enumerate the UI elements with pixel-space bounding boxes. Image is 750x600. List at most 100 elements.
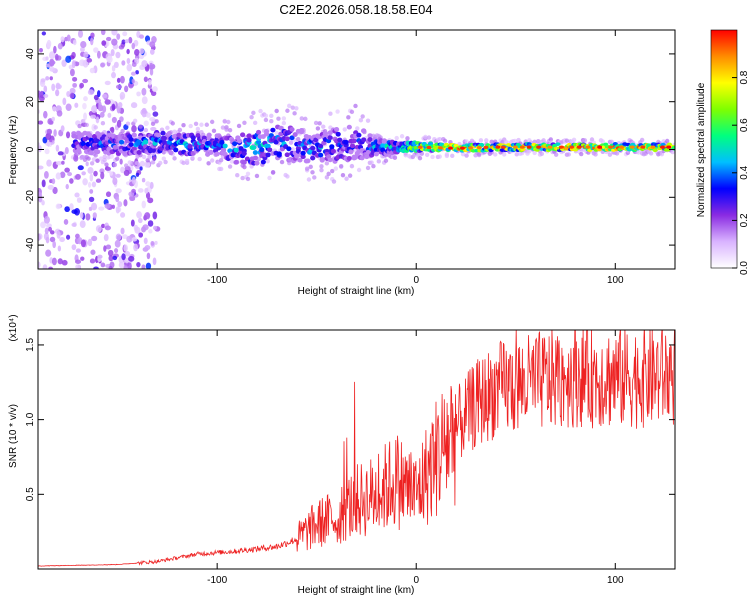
spectrogram-speck [144,187,149,194]
spectrogram-cell [260,159,266,165]
spectrogram-speck [145,262,152,269]
spectrogram-halo [209,158,215,163]
spectrogram-halo [294,106,299,111]
spectrogram-speck [131,125,137,133]
spectrogram-halo [84,122,89,128]
spectrogram-peak [569,145,575,149]
spectrogram-speck [137,188,144,193]
spectrogram-speck [38,233,41,242]
spectrogram-speck [85,213,91,221]
spectrogram-halo [226,119,231,125]
spectrogram-halo [430,154,435,160]
spectrogram-halo [235,173,240,178]
spectrogram-cell [335,131,341,137]
spectrogram-halo [417,155,423,161]
spectrogram-speck [122,31,128,37]
spectrogram-speck [45,249,52,257]
spectrogram-halo [209,119,215,125]
spectrogram-cell [95,149,101,155]
spectrogram-halo [195,126,201,132]
spectrogram-cell [270,127,276,133]
spectrogram-halo [464,153,469,158]
spectrogram-speck [55,161,63,166]
spectrogram-halo [324,161,330,166]
spectrogram-speck [130,71,137,76]
spectrogram-speck [89,189,94,194]
spectrogram-halo [106,155,111,160]
spectrogram-cell [284,136,290,142]
spectrogram-speck [115,206,120,214]
spectrogram-speck [127,262,132,269]
spectrogram-speck [114,239,121,248]
spectrogram-speck [62,97,67,106]
spectrogram-peak [640,145,646,149]
snr-scale-label: (x10⁴) [8,314,19,341]
spectrogram-halo [571,137,577,143]
spectrogram-halo [365,165,371,171]
spectrogram-speck [134,226,141,234]
spectrogram-cell [131,132,137,138]
spectrogram-speck [82,102,87,110]
spectrogram-cell [327,135,333,141]
spectrogram-halo [331,179,337,184]
spectrogram-cell [289,135,295,141]
spectrogram-halo [197,156,202,162]
spectrogram-halo [648,151,654,156]
spectrogram-speck [91,181,97,188]
spectrogram-speck [61,259,68,266]
spectrogram-peak [608,145,613,149]
spectrogram-speck [97,254,103,259]
spectrogram-speck [107,249,114,257]
spectrogram-halo [227,127,233,133]
spectrogram-speck [114,248,119,254]
spectrogram-speck [91,105,98,114]
spectrogram-speck [46,159,52,167]
spectrogram-speck [129,195,134,201]
colorbar-ticks: 0.0 0.2 0.4 0.6 0.8 [732,70,750,275]
spectrogram-speck [89,173,94,182]
spectrogram-speck [43,110,48,119]
spectrogram-halo [607,152,613,157]
spectrogram-speck [116,119,122,128]
spectrogram-speck [55,203,61,210]
spectrogram-cell [284,152,290,158]
spectrogram-speck [151,36,157,44]
spectrogram-halo [190,155,195,160]
spectrogram-speck [65,183,69,190]
spectrogram-speck [90,114,97,119]
spectrogram-speck [91,235,98,242]
spectrogram-halo [464,139,469,144]
spectrogram-speck [131,176,136,185]
spectrogram-cell [259,147,265,153]
spectrogram-speck [106,55,113,63]
spectrogram-halo [512,138,518,144]
spectrogram-halo [360,114,365,119]
spectrogram-speck [117,101,123,109]
spectrogram-speck [128,255,135,262]
spectrogram-ytick-label: -20 [25,190,36,205]
spectrogram-cell [329,144,335,150]
spectrogram-speck [42,264,48,269]
spectrogram-speck [43,93,49,98]
spectrogram-speck [41,200,45,206]
spectrogram-halo [312,175,317,180]
spectrogram-cell [255,139,262,145]
spectrogram-speck [143,76,148,83]
spectrogram-speck [82,178,88,186]
spectrogram-speck [104,80,111,86]
spectrogram-halo [141,154,147,160]
spectrogram-halo [355,126,360,131]
spectrogram-speck [40,78,46,83]
spectrogram-cell [76,148,82,153]
spectrogram-speck [95,116,100,124]
spectrogram-halo [340,172,346,178]
spectrogram-speck [82,59,89,68]
spectrogram-speck [110,126,115,134]
spectrogram-speck [111,116,117,124]
spectrogram-speck [99,111,105,118]
spectrogram-speck [75,264,81,269]
spectrogram-speck [46,128,53,135]
spectrogram-speck [75,259,82,264]
spectrogram-speck [80,46,85,53]
spectrogram-speck [111,30,118,36]
